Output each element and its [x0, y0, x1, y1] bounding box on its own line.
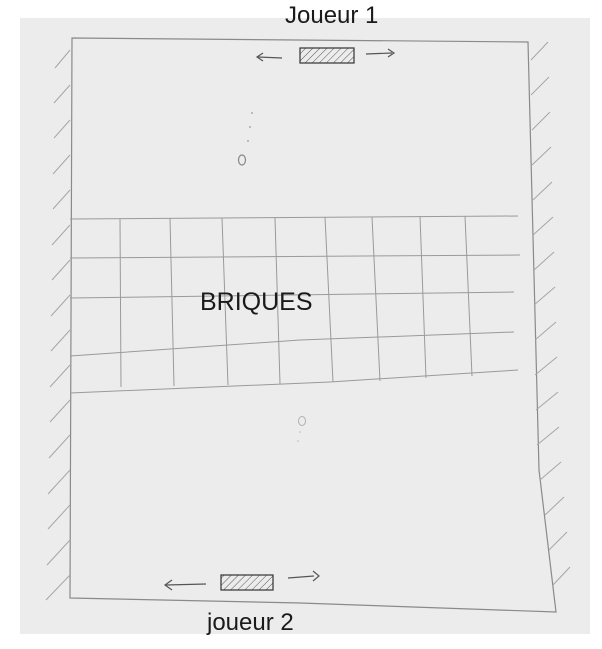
top-paddle[interactable]: [299, 47, 355, 64]
player-2-label: joueur 2: [207, 609, 294, 636]
ball-faint: [298, 416, 306, 426]
sketch-paper: [20, 18, 590, 634]
ball-trail-bottom: [297, 431, 301, 442]
arrow-left-icon: [255, 52, 283, 62]
left-wall-hatch: [45, 49, 71, 601]
bricks-label: BRIQUES: [200, 288, 313, 316]
bottom-paddle[interactable]: [220, 574, 274, 591]
bricks-grid: [69, 215, 521, 394]
ball: [237, 154, 247, 166]
arrow-left-icon: [163, 579, 207, 591]
arrow-right-icon: [287, 570, 320, 582]
ball-trail-top: [247, 112, 253, 142]
arrow-right-icon: [365, 48, 396, 58]
field-border: [69, 37, 557, 613]
player-1-label: Joueur 1: [285, 2, 379, 29]
right-wall-hatch: [530, 41, 571, 586]
